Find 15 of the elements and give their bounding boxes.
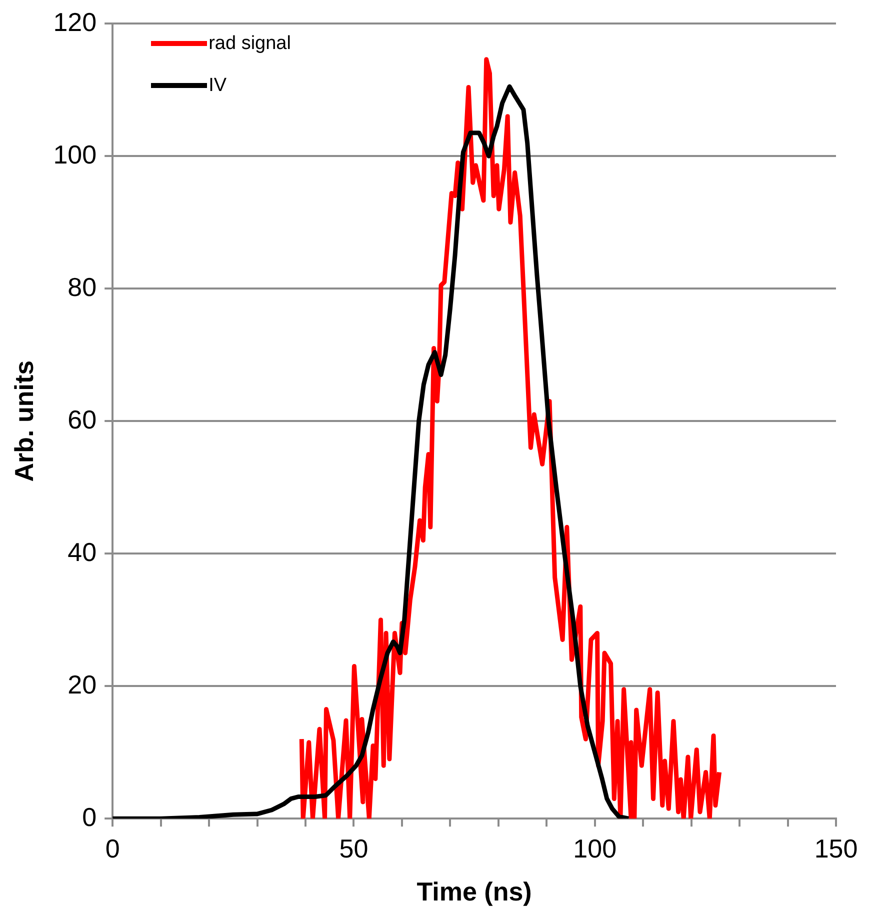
y-tick-label: 40: [68, 536, 97, 567]
y-tick-label: 20: [68, 669, 97, 700]
y-tick-label: 80: [68, 272, 97, 302]
x-axis-title: Time (ns): [416, 876, 532, 907]
x-tick-label: 50: [339, 833, 368, 864]
legend-label: rad signal: [208, 32, 291, 55]
x-tick-label: 100: [573, 833, 617, 864]
y-tick-label: 60: [68, 404, 97, 434]
y-axis-title: Arb. units: [8, 360, 39, 482]
x-tick-label: 0: [105, 833, 120, 864]
x-tick-label: 150: [814, 833, 858, 864]
y-tick-label: 120: [53, 6, 97, 37]
legend-label: IV: [208, 74, 227, 97]
y-tick-label: 0: [82, 802, 97, 832]
y-tick-label: 100: [53, 139, 97, 170]
